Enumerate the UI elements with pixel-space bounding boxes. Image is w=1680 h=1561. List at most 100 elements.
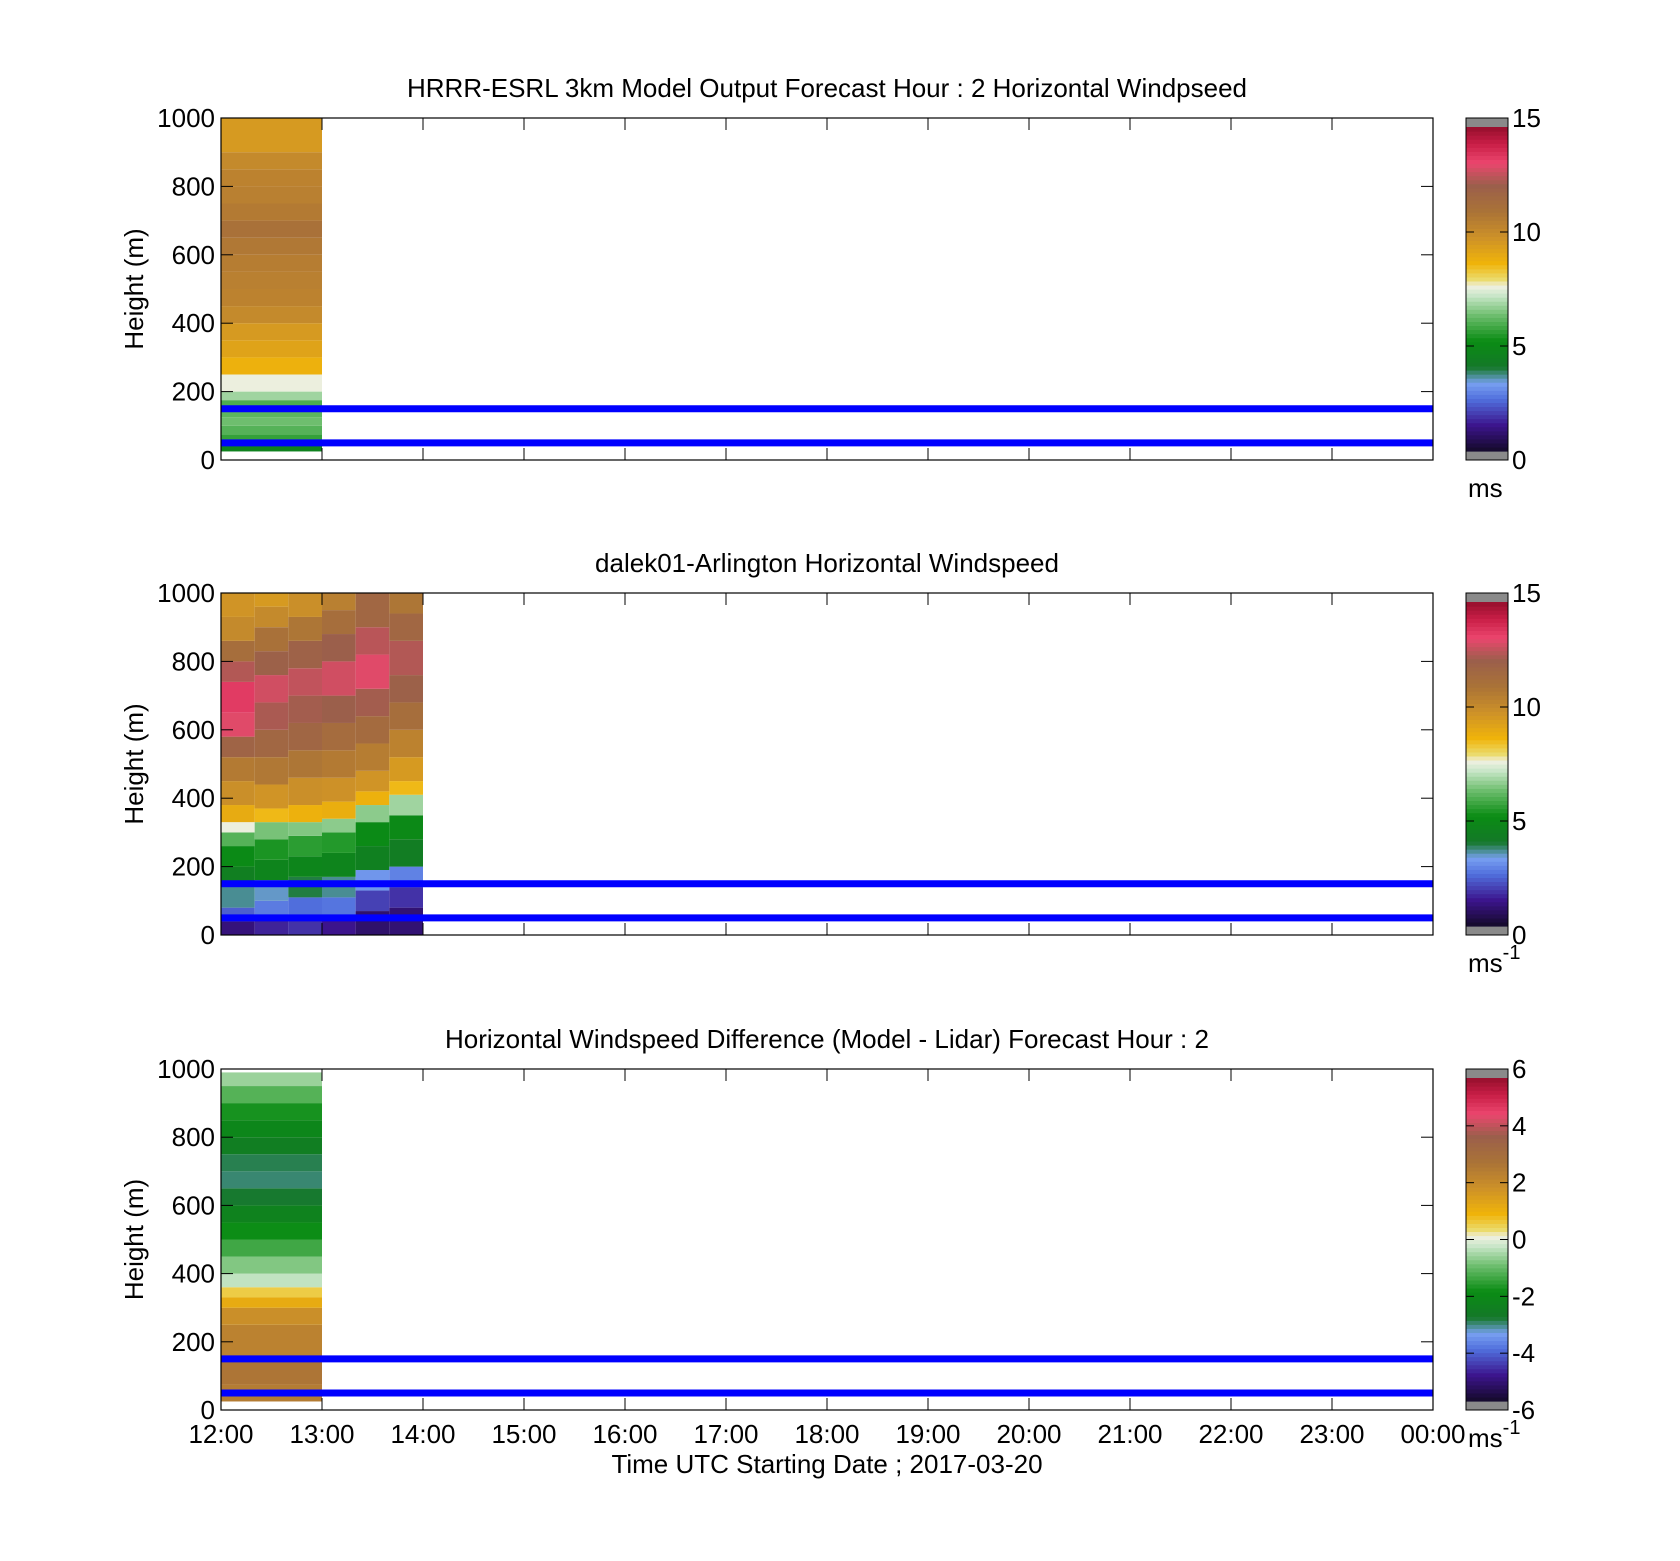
- heatmap-cell-0-9: [221, 340, 322, 358]
- colorbar-swatch: [1466, 865, 1508, 870]
- x-tick-label: 22:00: [1198, 1419, 1263, 1449]
- heatmap-cell-1-5: [254, 822, 289, 840]
- heatmap-cell-1-14: [254, 606, 289, 628]
- colorbar-swatch: [1466, 418, 1508, 424]
- colorbar-swatch: [1466, 893, 1508, 899]
- heatmap-cell-2-13: [288, 616, 322, 641]
- heatmap-cell-0-20: [221, 152, 322, 170]
- colorbar-swatch: [1466, 446, 1508, 452]
- colorbar-swatch: [1466, 349, 1508, 355]
- colorbar-swatch: [1466, 1138, 1508, 1144]
- colorbar-swatch: [1466, 1223, 1508, 1228]
- colorbar-swatch: [1466, 1308, 1508, 1313]
- colorbar-swatch: [1466, 1259, 1508, 1265]
- heatmap-cell-2-5: [288, 822, 322, 836]
- colorbar-swatch: [1466, 195, 1508, 201]
- colorbar-swatch: [1466, 155, 1508, 160]
- x-axis-label: Time UTC Starting Date ; 2017-03-20: [611, 1449, 1042, 1479]
- heatmap-cell-3-4: [322, 832, 356, 853]
- heatmap-cell-4-13: [355, 593, 390, 628]
- colorbar-swatch: [1466, 699, 1508, 704]
- heatmap-cell-3-0: [322, 917, 356, 935]
- heatmap-cell-5-8: [389, 729, 423, 758]
- colorbar-swatch: [1466, 260, 1508, 266]
- heatmap-cell-3-5: [322, 818, 356, 833]
- colorbar-swatch: [1466, 1166, 1508, 1172]
- heatmap-cell-0-5: [221, 1287, 322, 1298]
- chart-title: Horizontal Windspeed Difference (Model -…: [445, 1024, 1209, 1054]
- colorbar-swatch: [1466, 1336, 1508, 1342]
- heatmap-cell-0-13: [221, 271, 322, 289]
- colorbar: -6 -4 -2 0 2 4 6 ms-1: [1465, 1054, 1535, 1453]
- heatmap-cell-3-6: [322, 801, 356, 819]
- colorbar-swatch: [1466, 1082, 1508, 1087]
- colorbar: 0 5 10 15 ms-1: [1465, 578, 1541, 978]
- heatmap-cell-3-7: [322, 777, 356, 802]
- colorbar-swatch: [1466, 1243, 1508, 1249]
- colorbar-swatch: [1466, 272, 1508, 278]
- colorbar-swatch: [1466, 430, 1508, 436]
- colorbar-swatch: [1466, 1162, 1508, 1168]
- colorbar-swatch: [1466, 751, 1508, 757]
- colorbar-swatch: [1466, 1219, 1508, 1224]
- y-tick-label: 0: [201, 920, 215, 950]
- colorbar-swatch: [1466, 199, 1508, 205]
- heatmap-cell-2-9: [288, 722, 322, 751]
- colorbar-swatch: [1466, 889, 1508, 895]
- colorbar-swatch: [1466, 284, 1508, 290]
- y-tick-label: 200: [172, 1327, 215, 1357]
- colorbar-swatch: [1466, 905, 1508, 911]
- colorbar-swatch: [1466, 804, 1508, 810]
- colorbar-swatch: [1466, 220, 1508, 225]
- colorbar-swatch: [1466, 406, 1508, 412]
- colorbar-swatch: [1466, 1203, 1508, 1208]
- y-axis-label: Height (m): [119, 1179, 149, 1300]
- colorbar-swatch: [1466, 1086, 1508, 1091]
- colorbar-swatch: [1466, 1182, 1508, 1188]
- colorbar-swatch: [1466, 131, 1508, 136]
- colorbar-swatch: [1466, 317, 1508, 322]
- heatmap-cell-5-9: [389, 702, 423, 730]
- heatmap-cell-5-4: [389, 815, 423, 840]
- heatmap-cell-0-15: [221, 1120, 322, 1138]
- x-tick-label: 15:00: [491, 1419, 556, 1449]
- colorbar-swatch: [1466, 127, 1508, 132]
- colorbar-swatch: [1466, 768, 1508, 773]
- colorbar-swatch: [1466, 845, 1508, 850]
- colorbar-swatch: [1466, 426, 1508, 432]
- colorbar-swatch: [1466, 159, 1508, 165]
- colorbar-swatch: [1466, 622, 1508, 627]
- colorbar-swatch: [1466, 1376, 1508, 1382]
- colorbar-swatch: [1466, 780, 1508, 785]
- heatmap-cell-2-12: [288, 640, 322, 669]
- colorbar-swatch: [1466, 268, 1508, 274]
- heatmap-cell-4-5: [355, 805, 390, 823]
- colorbar-swatch: [1466, 301, 1508, 306]
- colorbar-tick-label: 0: [1512, 1225, 1526, 1255]
- colorbar-swatch: [1466, 244, 1508, 250]
- colorbar-swatch: [1466, 901, 1508, 907]
- heatmap-cell-0-11: [221, 1188, 322, 1206]
- colorbar-swatch: [1466, 840, 1508, 846]
- colorbar-swatch: [1466, 394, 1508, 399]
- colorbar-swatch: [1466, 163, 1508, 169]
- colorbar-swatch: [1466, 921, 1508, 927]
- heatmap-cell-4-6: [355, 791, 390, 806]
- chart-title: dalek01-Arlington Horizontal Windspeed: [595, 548, 1059, 578]
- heatmap-cell-1-3: [254, 859, 289, 881]
- heatmap-cell-3-1: [322, 897, 356, 918]
- colorbar-swatch: [1466, 1392, 1508, 1398]
- colorbar-swatch: [1466, 1372, 1508, 1378]
- colorbar-swatch: [1466, 143, 1508, 148]
- colorbar-swatch: [1466, 735, 1508, 741]
- colorbar-swatch: [1466, 357, 1508, 363]
- colorbar-swatch: [1466, 715, 1508, 721]
- heatmap-cell-0-16: [221, 593, 255, 617]
- colorbar-swatch: [1466, 1215, 1508, 1220]
- colorbar-tick-label: 10: [1512, 217, 1541, 247]
- colorbar-tick-label: 15: [1512, 578, 1541, 608]
- heatmap-cell-1-12: [254, 651, 289, 676]
- heatmap-cell-0-13: [221, 661, 255, 682]
- colorbar-swatch: [1466, 386, 1508, 391]
